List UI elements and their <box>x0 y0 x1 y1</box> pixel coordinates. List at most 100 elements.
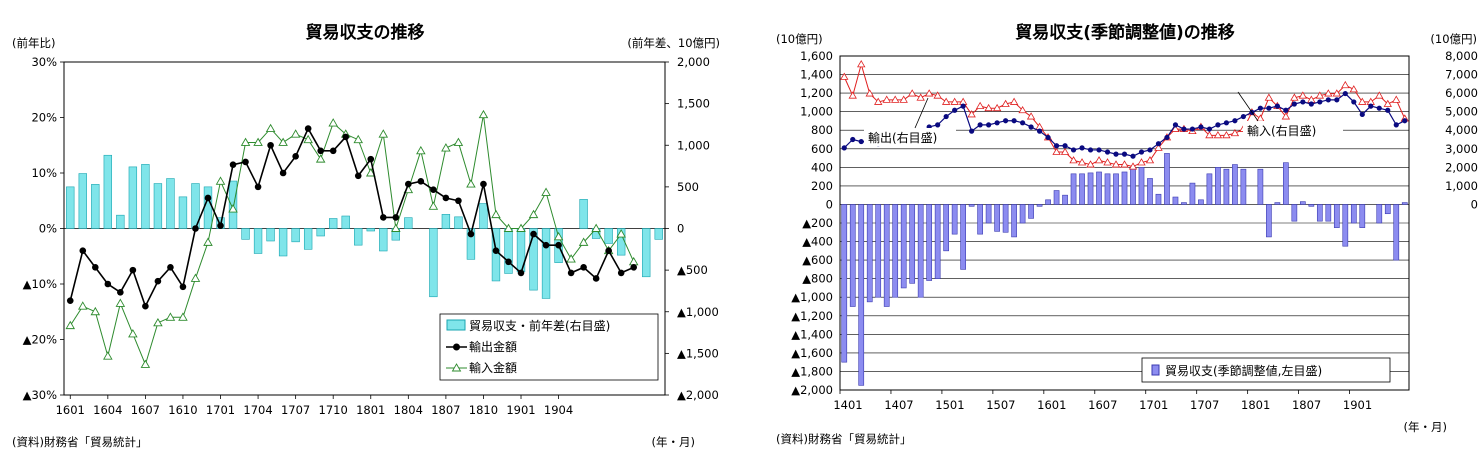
x-tick-label: 1704 <box>243 403 272 417</box>
annotation-export-leader <box>914 97 929 129</box>
import-marker <box>1392 95 1401 103</box>
chart-yoy: 貿易収支の推移 (前年比) (前年差、10億円) 30% 20% 10% 0% ▲10%… <box>12 22 720 449</box>
import-marker <box>128 329 138 338</box>
left-tick-label: 30% <box>31 55 57 69</box>
left-tick-label: 10% <box>31 166 57 180</box>
left-tick-label: 1,000 <box>800 105 833 119</box>
x-tick-label: 1601 <box>56 403 85 417</box>
x-tick-label: 1701 <box>1139 398 1168 412</box>
bar <box>1384 204 1391 215</box>
export-marker <box>292 153 299 160</box>
import-marker <box>924 89 934 97</box>
left-axis: 30% 20% 10% 0% ▲10% ▲20% ▲30% <box>23 55 64 402</box>
x-tick-label: 1807 <box>1292 398 1321 412</box>
annotation-export-bg <box>864 128 956 146</box>
left-tick-label: 200 <box>811 179 833 193</box>
bar <box>166 178 175 229</box>
bar <box>1215 167 1221 205</box>
import-marker <box>857 60 866 68</box>
bar <box>278 228 288 257</box>
export-line <box>69 126 635 309</box>
export-marker <box>229 161 237 168</box>
export-marker <box>580 264 587 271</box>
bar <box>1325 204 1332 222</box>
bar <box>1138 167 1145 205</box>
right-axis: 2,000 1,500 1,000 500 0 ▲500 ▲1,000 ▲1,500 ▲2,00… <box>665 55 719 402</box>
export-marker <box>467 230 475 238</box>
x-tick-label: 1401 <box>833 398 862 412</box>
export-marker <box>1342 90 1348 97</box>
x-tick-label: 1904 <box>544 403 573 417</box>
import-marker <box>290 129 301 138</box>
export-marker <box>630 264 637 271</box>
import-marker <box>303 134 313 144</box>
import-marker <box>967 110 976 118</box>
export-marker <box>1291 101 1297 107</box>
import-marker <box>1349 85 1358 93</box>
export-marker <box>455 197 462 205</box>
bar <box>341 215 350 229</box>
export-marker <box>977 122 983 128</box>
bar <box>316 228 325 237</box>
bar <box>841 204 848 363</box>
annotation-import-leader <box>1237 91 1259 122</box>
bar <box>951 204 958 235</box>
right-axis-label: (前年差、10億円) <box>627 36 720 50</box>
left-tick-label: ▲30% <box>23 388 57 402</box>
gridlines <box>840 55 1409 391</box>
export-marker <box>367 155 375 163</box>
export-marker <box>430 186 437 193</box>
legend-box <box>439 313 659 381</box>
right-tick-label: ▲500 <box>677 263 708 277</box>
import-marker <box>950 97 959 105</box>
export-marker <box>1036 128 1043 134</box>
export-marker <box>329 147 337 155</box>
export-marker <box>492 247 500 254</box>
export-marker <box>1376 105 1382 111</box>
bar <box>141 164 150 229</box>
annotation-import-bg <box>1243 121 1343 139</box>
bar <box>1189 182 1196 205</box>
import-marker <box>1298 91 1308 99</box>
bar <box>541 228 551 299</box>
bar <box>1274 202 1281 205</box>
bar <box>909 204 916 284</box>
legend: 貿易収支・前年差(右目盛) 輸出金額 輸入金額 <box>439 313 659 381</box>
import-marker <box>566 254 576 263</box>
bar <box>303 228 313 250</box>
bar <box>1096 171 1102 205</box>
import-marker <box>466 179 476 188</box>
x-tick-label: 1901 <box>506 403 535 417</box>
import-marker <box>1315 91 1325 99</box>
bar <box>1164 153 1170 205</box>
import-marker <box>984 103 993 112</box>
x-tick-label: 1707 <box>281 403 310 417</box>
x-tick-label: 1804 <box>394 403 423 417</box>
bar <box>1002 204 1009 233</box>
x-axis: 1601 1604 1607 1610 1701 1704 1707 1710 1801 1804… <box>56 395 573 417</box>
bar <box>116 214 125 229</box>
bar <box>404 217 413 229</box>
export-marker <box>254 183 262 191</box>
export-marker <box>986 122 992 128</box>
bar <box>892 204 899 298</box>
bar <box>883 204 890 307</box>
bar <box>934 204 941 279</box>
export-marker <box>935 122 941 128</box>
legend-import-marker <box>451 363 462 372</box>
import-marker <box>1332 89 1342 97</box>
export-marker <box>1011 118 1017 124</box>
export-marker <box>1334 97 1340 103</box>
left-tick-label: 1,200 <box>800 86 833 100</box>
import-marker <box>165 312 176 321</box>
export-marker <box>1104 149 1111 155</box>
export-marker <box>1147 147 1153 153</box>
bar <box>1257 168 1264 205</box>
export-marker <box>1053 143 1060 149</box>
bar <box>379 228 388 252</box>
import-marker <box>365 168 376 177</box>
right-tick-label: ▲1,000 <box>677 305 719 319</box>
export-marker <box>1062 143 1068 149</box>
bar <box>291 228 300 243</box>
source-note: (資料)財務省「貿易統計」 <box>776 432 911 446</box>
